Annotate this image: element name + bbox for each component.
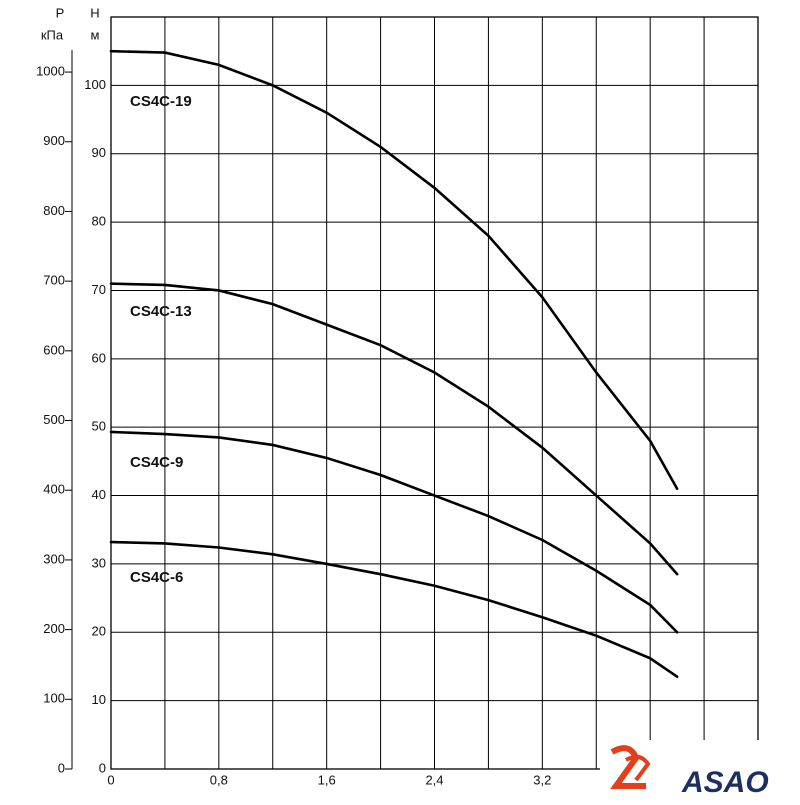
y2-tick-label: 500 xyxy=(43,412,65,427)
y-tick-label: 70 xyxy=(92,282,106,297)
y2-tick-label: 800 xyxy=(43,203,65,218)
y-tick-label: 60 xyxy=(92,350,106,365)
y-tick-label: 30 xyxy=(92,555,106,570)
curve xyxy=(109,282,679,576)
y-tick-label: 40 xyxy=(92,487,106,502)
y-tick-label: 0 xyxy=(99,760,106,775)
series-label: CS4C-9 xyxy=(130,454,183,471)
y-axis-title: H xyxy=(90,5,99,20)
logo-text: ASAO xyxy=(681,766,769,799)
series-label: CS4C-13 xyxy=(130,303,192,320)
series-label: CS4C-6 xyxy=(130,569,183,586)
y2-tick-label: 100 xyxy=(43,691,65,706)
curve xyxy=(109,49,679,491)
y2-axis-unit: кПа xyxy=(41,27,64,42)
x-tick-label: 1,6 xyxy=(318,772,336,787)
y2-tick-label: 200 xyxy=(43,621,65,636)
x-tick-label: 0,8 xyxy=(210,772,228,787)
curve xyxy=(109,540,679,679)
curve xyxy=(109,430,679,634)
y-tick-label: 100 xyxy=(84,77,106,92)
logo-icon xyxy=(625,754,651,782)
y2-tick-label: 300 xyxy=(43,551,65,566)
series-label: CS4C-19 xyxy=(130,93,192,110)
y-tick-label: 10 xyxy=(92,692,106,707)
y2-tick-label: 1000 xyxy=(36,63,65,78)
y2-tick-label: 900 xyxy=(43,133,65,148)
x-tick-label: 0 xyxy=(107,772,114,787)
y-tick-label: 90 xyxy=(92,145,106,160)
y-axis-unit: м xyxy=(91,27,100,42)
y2-tick-label: 600 xyxy=(43,342,65,357)
y2-tick-label: 700 xyxy=(43,273,65,288)
x-tick-label: 3,2 xyxy=(533,772,551,787)
y-tick-label: 80 xyxy=(92,214,106,229)
x-tick-label: 2,4 xyxy=(425,772,443,787)
y2-tick-label: 0 xyxy=(58,760,65,775)
y2-tick-label: 400 xyxy=(43,482,65,497)
y2-axis-title: P xyxy=(56,5,65,20)
y-tick-label: 50 xyxy=(92,419,106,434)
logo: ASAO xyxy=(600,740,800,800)
y-tick-label: 20 xyxy=(92,624,106,639)
